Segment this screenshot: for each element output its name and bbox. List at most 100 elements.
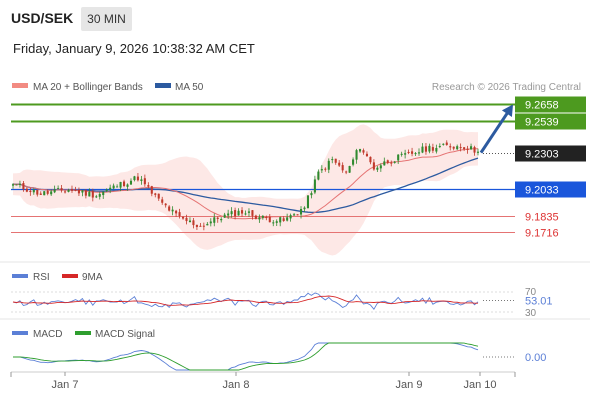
candle-body — [36, 189, 39, 195]
candle-body — [390, 162, 393, 164]
candle-body — [171, 209, 174, 212]
candle-body — [157, 193, 160, 199]
candle-body — [358, 149, 362, 152]
candle-body — [237, 210, 240, 216]
pivot-label: 9.2033 — [525, 185, 559, 197]
candle-body — [289, 215, 292, 219]
candle-body — [150, 186, 153, 194]
candle-body — [320, 169, 323, 171]
ma20-legend-label: MA 20 + Bollinger Bands — [33, 82, 143, 93]
candle-body — [109, 187, 112, 190]
price-plot: 9.2658 9.2539 9.2303 9.2033 9.1835 9.1716 — [11, 96, 586, 256]
candle-body — [95, 196, 98, 198]
candle-body — [22, 183, 25, 190]
macd-line — [13, 342, 479, 371]
candle-body — [365, 153, 368, 157]
candle-body — [223, 214, 226, 218]
candle-body — [88, 191, 91, 197]
candle-body — [417, 152, 421, 154]
rsi-ma-legend-label: 9MA — [82, 272, 103, 283]
candle-body — [60, 188, 63, 191]
candle-body — [32, 189, 35, 193]
ma50-line — [12, 157, 479, 214]
candle-body — [11, 184, 15, 186]
candle-body — [400, 153, 403, 155]
candle-body — [372, 162, 375, 170]
candle-body — [227, 213, 230, 216]
candle-body — [473, 147, 476, 153]
candle-body — [216, 217, 219, 219]
last-price-label: 9.2303 — [525, 149, 559, 161]
forecast-arrow-head — [501, 104, 513, 117]
candle-body — [147, 185, 150, 187]
candle-body — [279, 217, 282, 223]
candle-body — [404, 153, 407, 155]
candle-body — [476, 151, 480, 153]
candle-body — [199, 225, 202, 227]
candle-body — [129, 180, 133, 185]
candle-body — [438, 146, 441, 148]
rsi-ma-line — [12, 295, 478, 306]
symbol-title: USD/SEK — [11, 10, 74, 26]
candle-body — [431, 147, 434, 151]
candle-body — [310, 193, 313, 196]
candle-body — [369, 156, 372, 163]
candle-body — [317, 171, 320, 180]
candle-body — [46, 190, 49, 194]
candle-body — [362, 150, 365, 153]
support-label: 9.1716 — [525, 228, 559, 240]
candle-body — [98, 193, 101, 197]
candle-body — [445, 142, 448, 145]
candle-body — [185, 217, 188, 222]
candle-body — [77, 189, 80, 194]
candle-body — [411, 151, 414, 154]
candle-body — [456, 146, 459, 150]
candle-body — [161, 199, 164, 203]
candle-body — [435, 147, 438, 152]
candle-body — [18, 183, 21, 185]
rsi-legend-swatch — [12, 274, 28, 278]
candle-body — [463, 147, 466, 150]
ma50-legend-label: MA 50 — [175, 82, 204, 93]
x-axis-label: Jan 10 — [463, 379, 496, 391]
candle-body — [383, 161, 386, 166]
forecast-arrow — [479, 109, 511, 154]
ma50-legend-swatch — [155, 83, 171, 88]
candle-body — [206, 223, 209, 226]
support-label: 9.1835 — [525, 212, 559, 224]
candle-body — [175, 210, 178, 214]
resistance-label-box — [515, 113, 586, 130]
candle-body — [459, 147, 462, 149]
candle-body — [275, 221, 278, 223]
macd-signal-legend-label: MACD Signal — [95, 329, 155, 340]
candle-body — [428, 145, 431, 152]
timeframe-badge[interactable]: 30 MIN — [81, 7, 132, 31]
candle-body — [74, 189, 77, 191]
candle-body — [25, 188, 28, 192]
macd-signal-legend-swatch — [75, 331, 91, 335]
candle-body — [240, 210, 244, 214]
candle-body — [164, 203, 167, 206]
candle-body — [213, 217, 216, 223]
candle-body — [84, 190, 87, 196]
candle-body — [230, 211, 233, 215]
candle-body — [348, 165, 351, 173]
x-axis-label: Jan 8 — [223, 379, 250, 391]
pivot-label-box — [515, 181, 586, 198]
candle-body — [341, 165, 344, 171]
macd-legend-label: MACD — [33, 329, 62, 340]
candle-body — [306, 195, 310, 209]
candle-body — [220, 218, 223, 221]
candle-body — [251, 210, 254, 216]
candle-body — [355, 150, 358, 160]
candle-body — [140, 179, 143, 181]
candle-body — [303, 207, 306, 210]
candle-body — [327, 160, 330, 170]
candle-body — [282, 218, 285, 221]
x-axis: Jan 7 Jan 8 Jan 9 Jan 10 — [52, 372, 497, 391]
candle-body — [379, 165, 382, 169]
macd-plot: 0.00 — [13, 342, 546, 371]
candle-body — [261, 215, 264, 218]
